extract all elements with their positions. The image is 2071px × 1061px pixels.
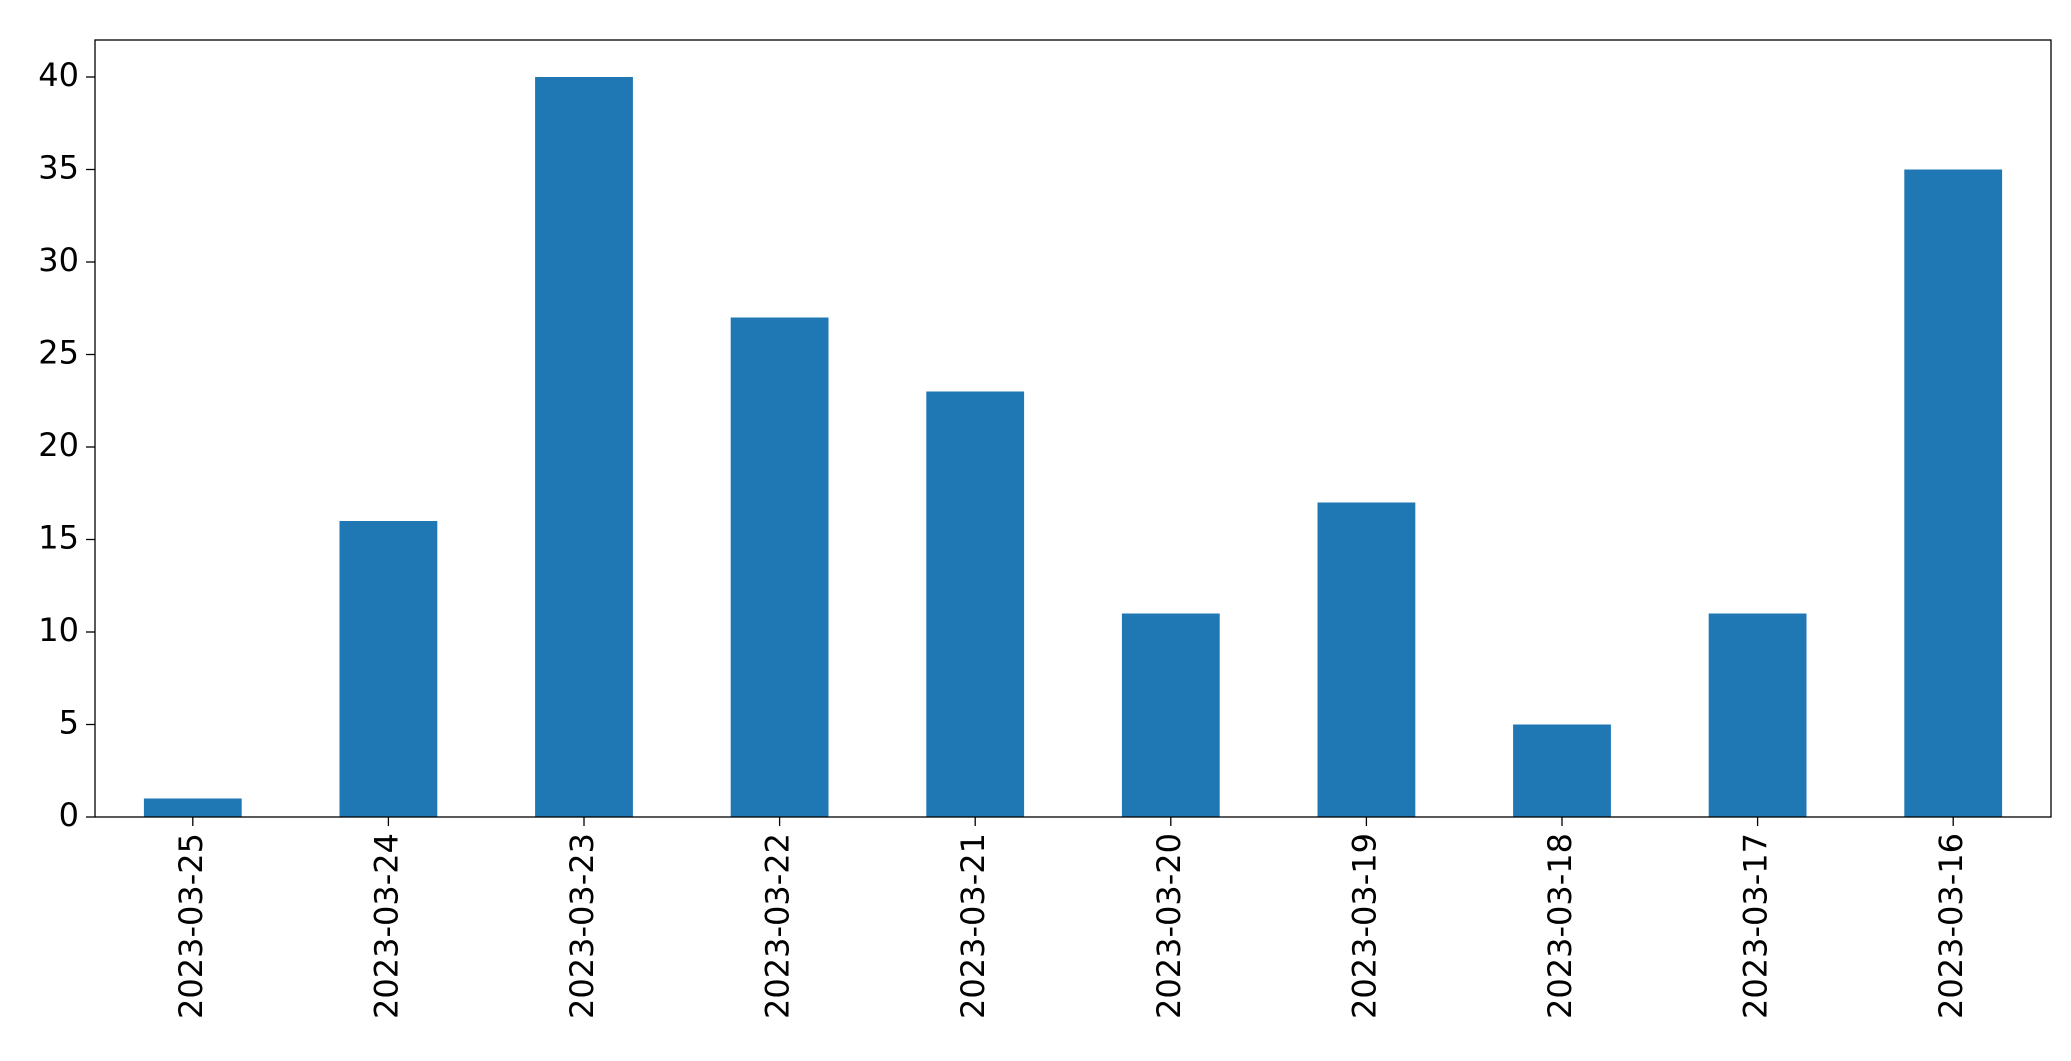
bar [730, 317, 829, 817]
bar [1513, 724, 1611, 817]
x-tick-label: 2023-03-23 [563, 833, 601, 1019]
bar [1121, 613, 1220, 817]
x-tick-label: 2023-03-21 [954, 833, 992, 1019]
y-tick-label: 20 [38, 426, 79, 464]
y-tick-label: 25 [38, 334, 79, 372]
x-tick-label: 2023-03-16 [1932, 833, 1970, 1019]
y-tick-label: 40 [38, 56, 79, 94]
x-tick-label: 2023-03-24 [367, 833, 405, 1019]
y-tick-label: 5 [59, 704, 79, 742]
y-tick-label: 15 [38, 519, 79, 557]
x-tick-label: 2023-03-18 [1541, 833, 1579, 1019]
bar [143, 798, 242, 817]
bar [1708, 613, 1807, 817]
x-tick-label: 2023-03-20 [1150, 833, 1188, 1019]
y-tick-label: 30 [38, 241, 79, 279]
bar [1904, 169, 2003, 817]
x-tick-label: 2023-03-25 [172, 833, 210, 1019]
x-tick-label: 2023-03-22 [759, 833, 797, 1019]
bar [535, 77, 633, 817]
y-tick-label: 0 [59, 796, 79, 834]
x-tick-label: 2023-03-17 [1737, 833, 1775, 1019]
axes-frame [94, 39, 2052, 818]
y-tick-label: 10 [38, 611, 79, 649]
bar [926, 391, 1025, 817]
bar [339, 521, 438, 817]
y-tick-label: 35 [38, 149, 79, 187]
bar [1317, 502, 1416, 817]
x-tick-label: 2023-03-19 [1345, 833, 1383, 1019]
